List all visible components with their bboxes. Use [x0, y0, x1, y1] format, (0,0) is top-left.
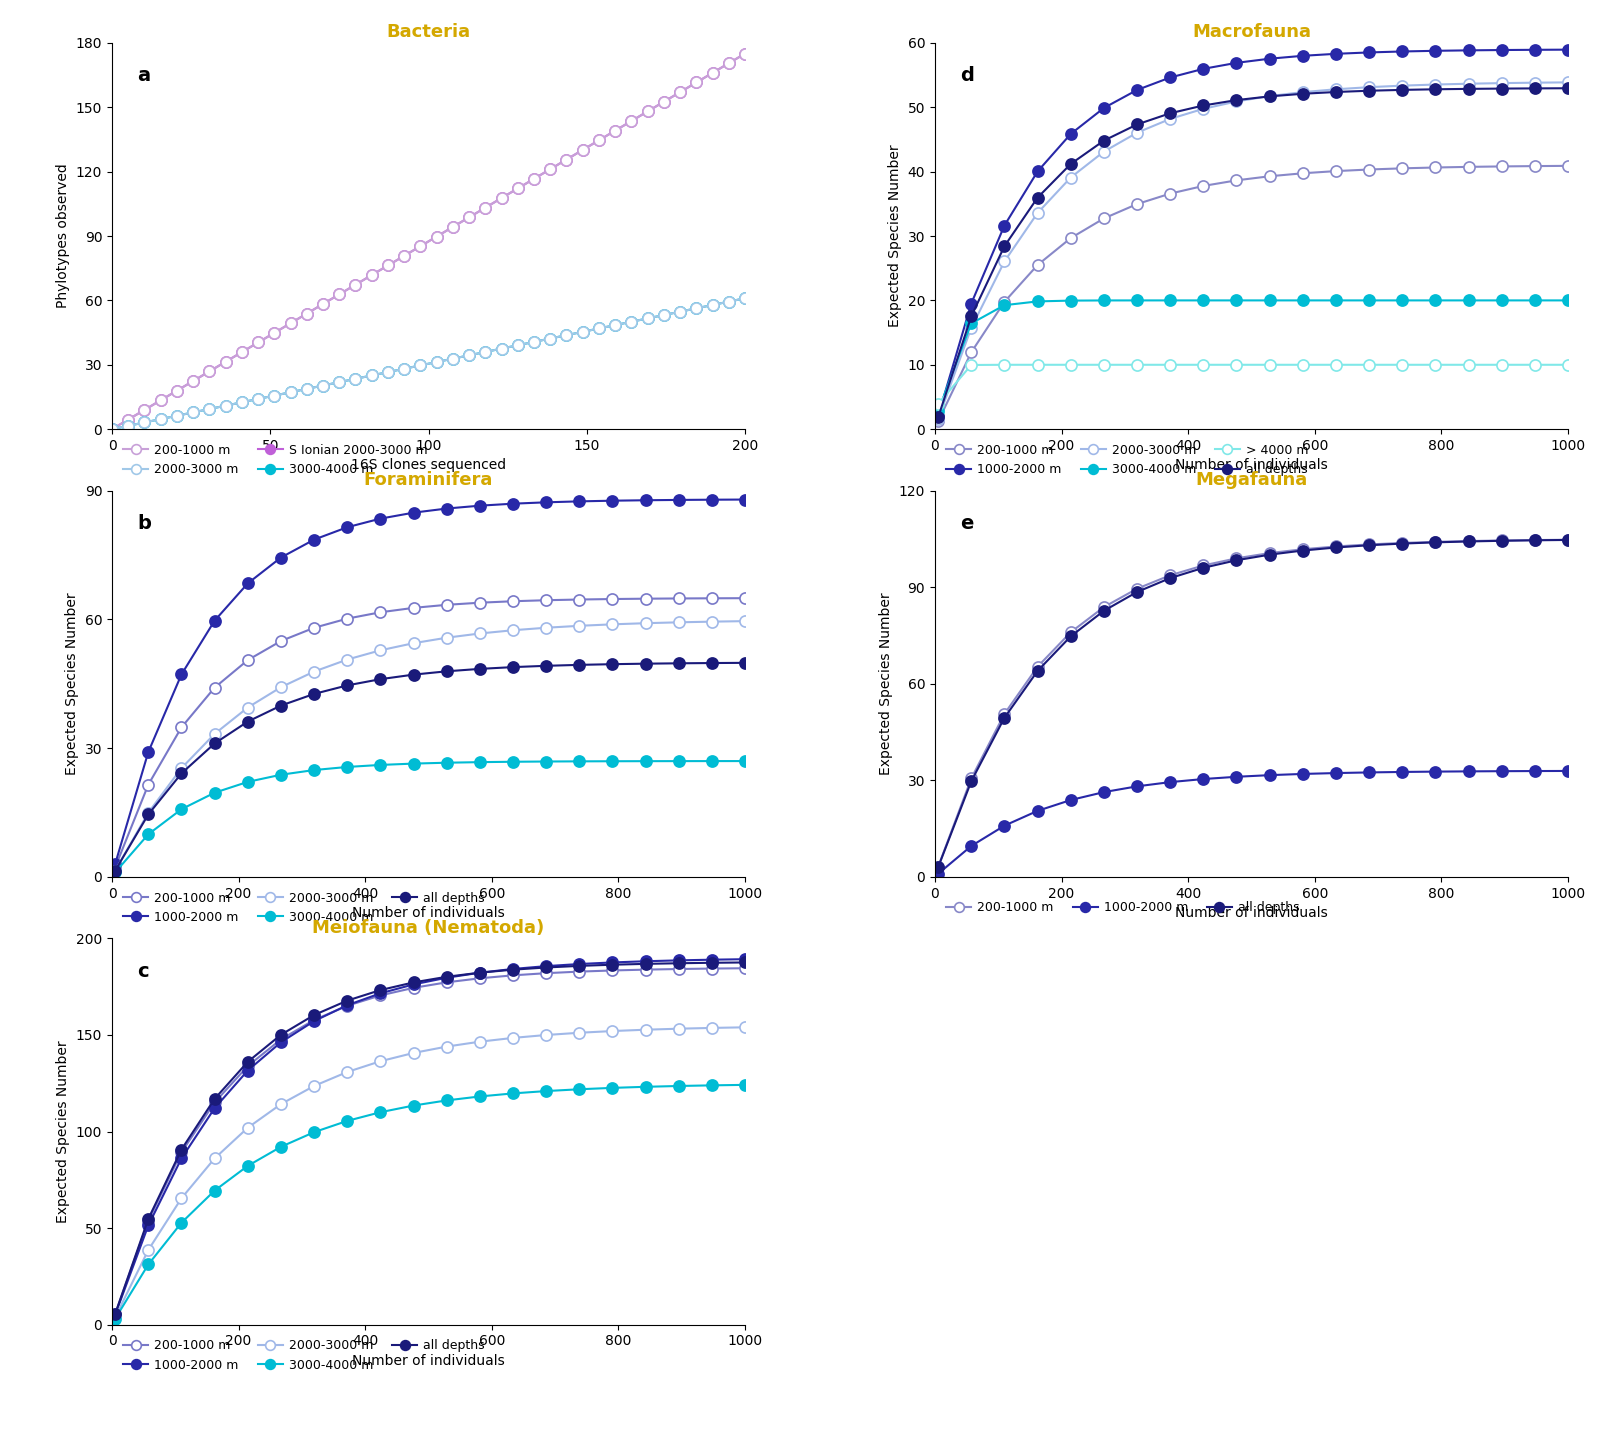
Title: Macrofauna: Macrofauna	[1192, 23, 1310, 41]
Y-axis label: Expected Species Number: Expected Species Number	[880, 593, 893, 775]
Y-axis label: Phylotypes observed: Phylotypes observed	[56, 164, 70, 309]
X-axis label: 16S clones sequenced: 16S clones sequenced	[350, 459, 506, 473]
X-axis label: Number of individuals: Number of individuals	[1174, 906, 1328, 920]
Legend: 200-1000 m, 1000-2000 m, 2000-3000 m, 3000-4000 m, > 4000 m, all depths: 200-1000 m, 1000-2000 m, 2000-3000 m, 30…	[941, 439, 1314, 482]
X-axis label: Number of individuals: Number of individuals	[352, 1353, 506, 1368]
Title: Bacteria: Bacteria	[387, 23, 470, 41]
Y-axis label: Expected Species Number: Expected Species Number	[66, 593, 78, 775]
Text: a: a	[138, 66, 150, 86]
X-axis label: Number of individuals: Number of individuals	[352, 906, 506, 920]
Y-axis label: Expected Species Number: Expected Species Number	[888, 144, 902, 327]
Title: Megafauna: Megafauna	[1195, 472, 1307, 489]
Legend: 200-1000 m, 2000-3000 m, S Ionian 2000-3000 m, 3000-4000 m: 200-1000 m, 2000-3000 m, S Ionian 2000-3…	[118, 439, 432, 482]
Title: Meiofauna (Nematoda): Meiofauna (Nematoda)	[312, 919, 544, 937]
Legend: 200-1000 m, 1000-2000 m, all depths: 200-1000 m, 1000-2000 m, all depths	[941, 896, 1306, 919]
Legend: 200-1000 m, 1000-2000 m, 2000-3000 m, 3000-4000 m, all depths: 200-1000 m, 1000-2000 m, 2000-3000 m, 30…	[118, 1335, 490, 1376]
Text: e: e	[960, 514, 974, 533]
Text: b: b	[138, 514, 150, 533]
Text: c: c	[138, 962, 149, 980]
Text: d: d	[960, 66, 974, 86]
Y-axis label: Expected Species Number: Expected Species Number	[56, 1040, 70, 1223]
X-axis label: Number of individuals: Number of individuals	[1174, 459, 1328, 473]
Legend: 200-1000 m, 1000-2000 m, 2000-3000 m, 3000-4000 m, all depths: 200-1000 m, 1000-2000 m, 2000-3000 m, 30…	[118, 886, 490, 929]
Title: Foraminifera: Foraminifera	[363, 472, 493, 489]
